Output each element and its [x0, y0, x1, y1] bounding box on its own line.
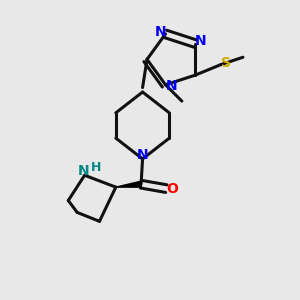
Polygon shape	[116, 181, 141, 187]
Text: N: N	[154, 25, 166, 38]
Text: S: S	[221, 56, 231, 70]
Text: N: N	[137, 148, 148, 162]
Text: N: N	[77, 164, 89, 178]
Text: O: O	[167, 182, 178, 196]
Text: N: N	[166, 79, 177, 93]
Text: N: N	[195, 34, 207, 48]
Text: H: H	[91, 161, 101, 174]
